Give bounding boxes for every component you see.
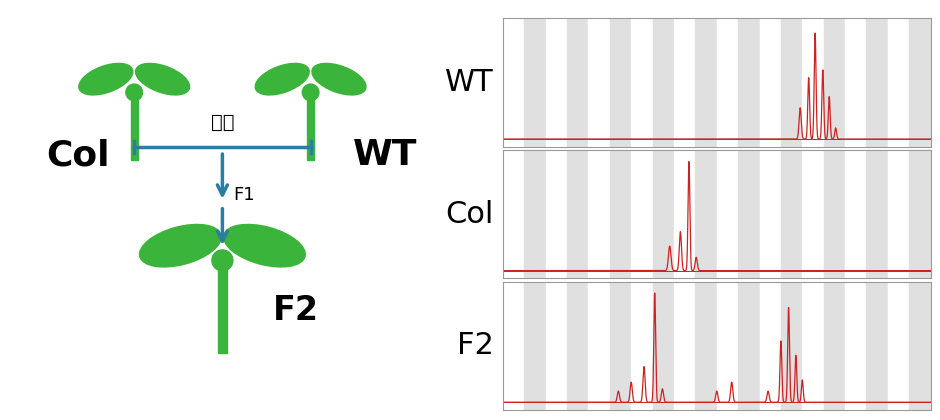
Bar <box>803 282 823 410</box>
Text: WT: WT <box>352 139 417 172</box>
Bar <box>738 150 760 278</box>
Bar <box>909 18 931 147</box>
Text: 交配: 交配 <box>211 113 234 132</box>
Bar <box>760 18 781 147</box>
Bar <box>218 260 227 353</box>
Bar <box>652 150 674 278</box>
Text: Col: Col <box>446 200 494 229</box>
Ellipse shape <box>224 224 306 267</box>
Bar <box>610 18 632 147</box>
Bar <box>652 282 674 410</box>
Bar <box>525 18 546 147</box>
Bar <box>632 18 652 147</box>
Bar <box>696 150 717 278</box>
Bar <box>525 282 546 410</box>
Bar <box>867 18 887 147</box>
Bar <box>674 150 696 278</box>
Bar <box>803 150 823 278</box>
Bar <box>887 282 909 410</box>
Ellipse shape <box>135 63 190 95</box>
Bar <box>909 150 931 278</box>
Circle shape <box>126 84 143 101</box>
Bar <box>803 18 823 147</box>
Bar <box>131 92 137 160</box>
Bar <box>567 282 588 410</box>
Bar <box>696 18 717 147</box>
Bar <box>781 18 802 147</box>
Bar <box>307 92 314 160</box>
Bar <box>717 150 738 278</box>
Bar <box>610 150 632 278</box>
Bar <box>632 150 652 278</box>
Bar <box>610 282 632 410</box>
Circle shape <box>212 250 233 271</box>
Bar <box>717 282 738 410</box>
Ellipse shape <box>79 63 133 95</box>
Bar <box>546 150 567 278</box>
Bar <box>674 18 696 147</box>
Bar <box>823 18 845 147</box>
Bar <box>503 18 525 147</box>
Bar <box>909 282 931 410</box>
Text: F2: F2 <box>457 331 494 360</box>
Bar <box>567 150 588 278</box>
Bar <box>781 150 802 278</box>
Bar <box>567 18 588 147</box>
Bar <box>760 150 781 278</box>
Text: F2: F2 <box>273 294 319 327</box>
Ellipse shape <box>312 63 366 95</box>
Bar <box>887 18 909 147</box>
Bar <box>738 18 760 147</box>
Bar <box>588 18 610 147</box>
Bar <box>717 18 738 147</box>
Bar <box>525 150 546 278</box>
Bar <box>652 18 674 147</box>
Text: WT: WT <box>445 68 494 97</box>
Bar <box>845 150 867 278</box>
Bar <box>845 18 867 147</box>
Bar <box>760 282 781 410</box>
Ellipse shape <box>139 224 221 267</box>
Bar <box>867 150 887 278</box>
Bar <box>781 282 802 410</box>
Bar <box>503 282 525 410</box>
Text: Col: Col <box>46 139 109 172</box>
Bar <box>588 282 610 410</box>
Bar <box>823 282 845 410</box>
Bar <box>632 282 652 410</box>
Bar <box>696 282 717 410</box>
Bar <box>546 18 567 147</box>
Text: F1: F1 <box>233 186 255 204</box>
Bar <box>546 282 567 410</box>
Bar <box>674 282 696 410</box>
Bar <box>588 150 610 278</box>
Bar <box>867 282 887 410</box>
Bar <box>845 282 867 410</box>
Bar <box>887 150 909 278</box>
Ellipse shape <box>256 63 309 95</box>
Bar <box>823 150 845 278</box>
Circle shape <box>303 84 319 101</box>
Bar <box>503 150 525 278</box>
Bar <box>738 282 760 410</box>
